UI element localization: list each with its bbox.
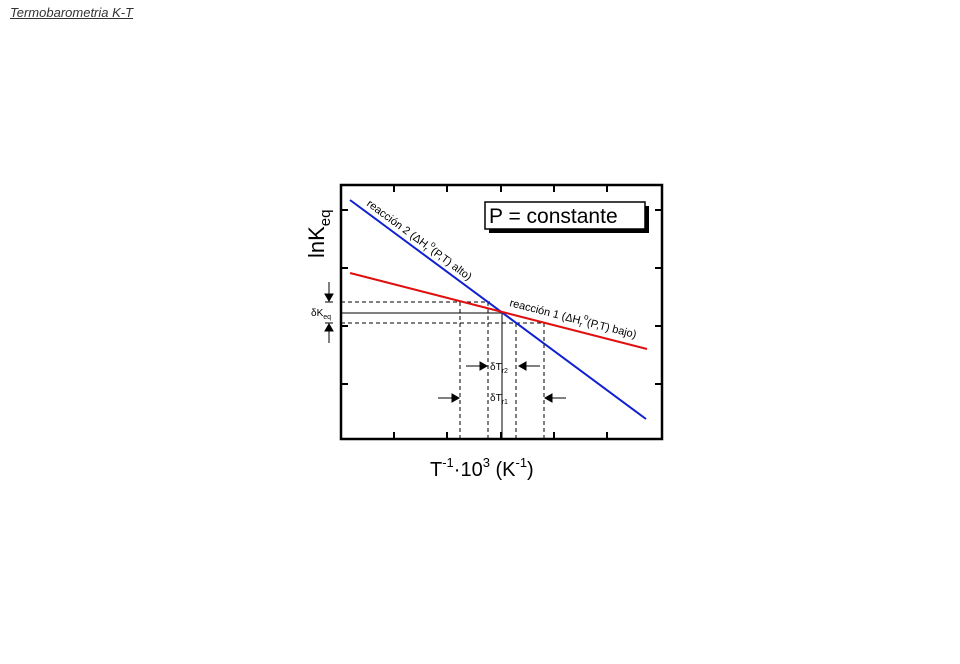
x-axis-label: T-1·103 (K-1) (430, 455, 534, 481)
delta-t-r2-label: δTr2 (490, 362, 508, 375)
page-title-link[interactable]: Termobarometria K-T (10, 5, 134, 20)
delta-t-arrows (438, 361, 566, 403)
reaction-2-label: reacción 2 (ΔHro(P,T) alto) (363, 195, 476, 285)
guide-lines (341, 301, 545, 439)
reaction-1-line (349, 272, 648, 350)
reaction-2-line (349, 199, 647, 420)
delta-k-label: δKeq (311, 308, 331, 321)
x-axis-ticks (393, 185, 608, 439)
y-axis-ticks (341, 209, 662, 385)
constant-pressure-box: P = constante (484, 201, 649, 233)
constant-pressure-label: P = constante (489, 205, 618, 228)
delta-t-r1-label: δTr1 (490, 393, 508, 406)
y-axis-label: lnKeq (304, 210, 334, 258)
delta-k-arrows (324, 282, 334, 343)
